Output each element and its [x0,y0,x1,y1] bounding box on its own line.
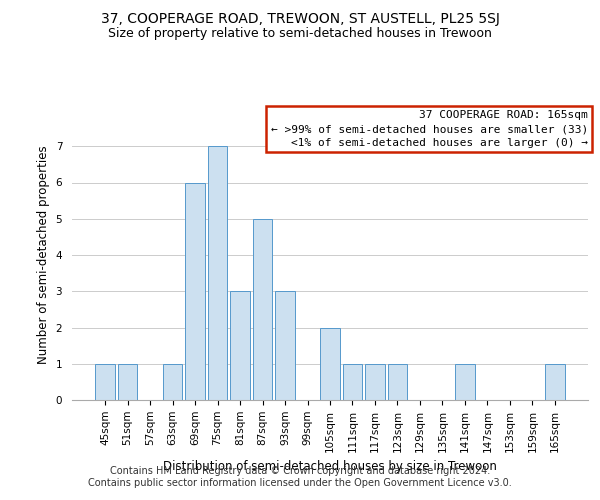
Text: Contains HM Land Registry data © Crown copyright and database right 2024.
Contai: Contains HM Land Registry data © Crown c… [88,466,512,487]
Bar [343,364,362,400]
Text: 37 COOPERAGE ROAD: 165sqm
← >99% of semi-detached houses are smaller (33)
<1% of: 37 COOPERAGE ROAD: 165sqm ← >99% of semi… [271,110,588,148]
Bar [545,364,565,400]
Text: 37, COOPERAGE ROAD, TREWOON, ST AUSTELL, PL25 5SJ: 37, COOPERAGE ROAD, TREWOON, ST AUSTELL,… [101,12,499,26]
Bar [253,219,272,400]
Bar [275,291,295,400]
Bar [208,146,227,400]
Bar [185,182,205,400]
Bar [230,291,250,400]
Bar [455,364,475,400]
X-axis label: Distribution of semi-detached houses by size in Trewoon: Distribution of semi-detached houses by … [163,460,497,473]
Bar [118,364,137,400]
Bar [365,364,385,400]
Y-axis label: Number of semi-detached properties: Number of semi-detached properties [37,146,50,364]
Bar [163,364,182,400]
Bar [95,364,115,400]
Bar [388,364,407,400]
Text: Size of property relative to semi-detached houses in Trewoon: Size of property relative to semi-detach… [108,28,492,40]
Bar [320,328,340,400]
